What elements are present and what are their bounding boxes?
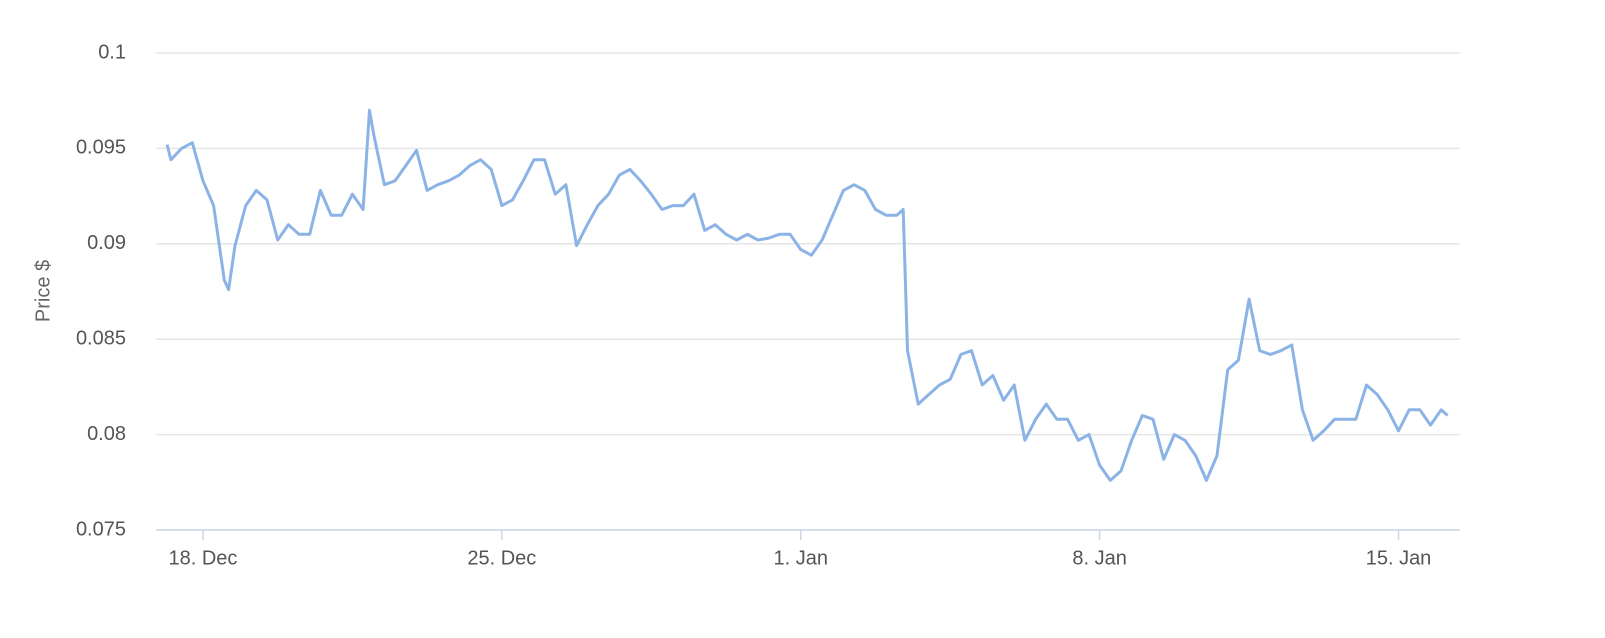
y-tick-label: 0.1 (98, 41, 126, 63)
x-tick-label: 15. Jan (1366, 547, 1432, 569)
y-tick-label: 0.085 (76, 327, 126, 349)
y-tick-label: 0.09 (87, 232, 126, 254)
y-tick-label: 0.095 (76, 137, 126, 159)
y-tick-label: 0.08 (87, 423, 126, 445)
x-tick-label: 25. Dec (467, 547, 536, 569)
x-tick-label: 18. Dec (168, 547, 237, 569)
y-axis-title: Price $ (32, 260, 54, 322)
x-tick-label: 8. Jan (1072, 547, 1126, 569)
price-line (165, 108, 1449, 482)
y-tick-label: 0.075 (76, 518, 126, 540)
x-tick-label: 1. Jan (773, 547, 827, 569)
